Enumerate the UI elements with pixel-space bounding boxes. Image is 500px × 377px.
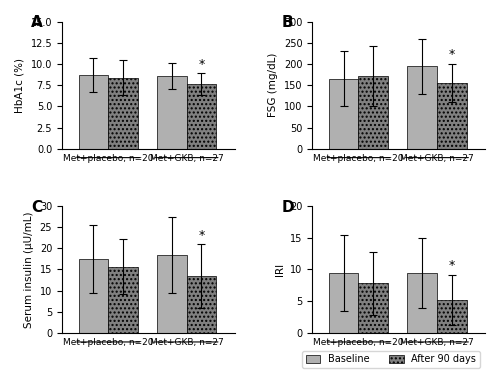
Bar: [437, 83, 466, 149]
Y-axis label: Serum insulin (μU/mL): Serum insulin (μU/mL): [24, 211, 34, 328]
Bar: [329, 273, 358, 333]
Text: *: *: [198, 228, 204, 242]
Text: B: B: [281, 15, 293, 30]
Text: D: D: [281, 199, 294, 215]
Bar: [157, 255, 186, 333]
Bar: [108, 78, 138, 149]
Bar: [186, 84, 216, 149]
Bar: [329, 79, 358, 149]
Y-axis label: HbA1c (%): HbA1c (%): [15, 58, 25, 113]
Bar: [358, 284, 388, 333]
Bar: [157, 76, 186, 149]
Text: A: A: [31, 15, 42, 30]
Text: *: *: [448, 48, 455, 61]
Bar: [108, 267, 138, 333]
Bar: [437, 300, 466, 333]
Bar: [408, 66, 437, 149]
Bar: [78, 75, 108, 149]
Bar: [408, 273, 437, 333]
Legend: Baseline, After 90 days: Baseline, After 90 days: [302, 351, 480, 368]
Text: *: *: [198, 58, 204, 71]
Y-axis label: IRI: IRI: [274, 263, 284, 276]
Bar: [186, 276, 216, 333]
Text: C: C: [31, 199, 42, 215]
Bar: [358, 76, 388, 149]
Y-axis label: FSG (mg/dL): FSG (mg/dL): [268, 53, 278, 117]
Bar: [78, 259, 108, 333]
Text: *: *: [448, 259, 455, 272]
